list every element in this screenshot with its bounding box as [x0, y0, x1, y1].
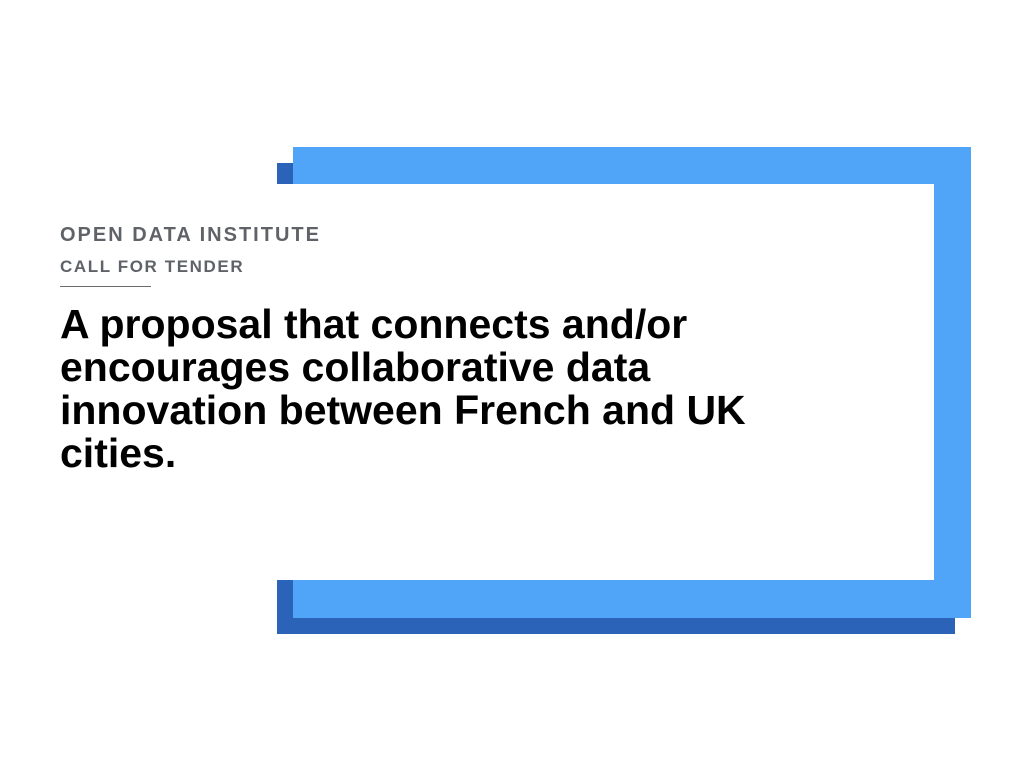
- frame-right-bar: [934, 147, 971, 618]
- frame-dark-bottom-left-accent: [277, 580, 295, 634]
- document-type: CALL FOR TENDER: [60, 257, 245, 276]
- organization-name: OPEN DATA INSTITUTE: [60, 224, 321, 246]
- divider: [60, 286, 151, 287]
- frame-top-bar: [293, 147, 971, 184]
- frame-bottom-bar: [293, 580, 971, 618]
- slide-headline: A proposal that connects and/or encourag…: [60, 301, 746, 476]
- frame-dark-top-accent: [277, 163, 295, 184]
